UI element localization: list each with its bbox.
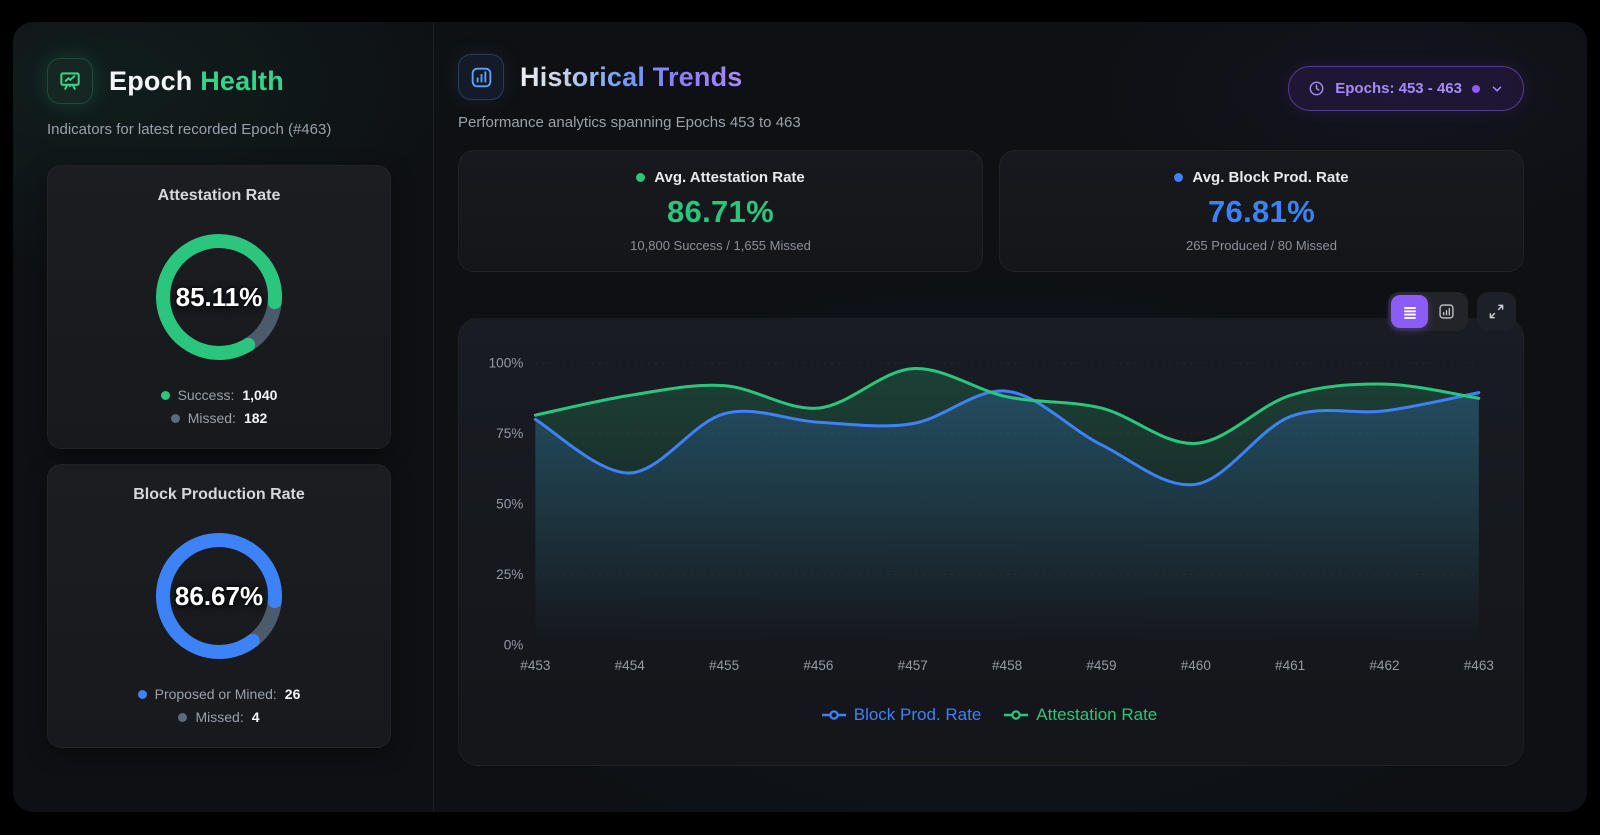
svg-text:#454: #454 <box>615 658 646 673</box>
legend-line-marker-icon <box>821 710 846 720</box>
missed-label: Missed: <box>187 410 236 426</box>
epoch-range-label: Epochs: 453 - 463 <box>1335 80 1462 97</box>
main-title: Historical Trends <box>520 61 743 92</box>
attestation-missed-row: Missed: 182 <box>170 410 268 426</box>
svg-text:25%: 25% <box>496 567 523 582</box>
trend-chart-panel: 100% 75% 50% 25% 0% #453 #454 #455 #456 #457 #458 #… <box>458 318 1524 766</box>
chart-legend: Block Prod. Rate Attestation Rate <box>471 705 1507 725</box>
block-missed-row: Missed: 4 <box>178 709 260 725</box>
chevron-down-icon <box>1492 85 1502 92</box>
block-proposed-row: Proposed or Mined: 26 <box>137 686 301 702</box>
fullscreen-button[interactable] <box>1477 292 1516 331</box>
svg-text:100%: 100% <box>489 356 524 371</box>
missed-value: 4 <box>251 709 260 725</box>
missed-dot <box>178 712 188 722</box>
line-view-button[interactable] <box>1391 295 1428 328</box>
expand-icon <box>1489 304 1504 319</box>
avg-attestation-label-row: Avg. Attestation Rate <box>636 169 805 186</box>
attestation-donut-value: 85.11% <box>175 281 263 312</box>
series-line-block-prod-rate <box>533 389 1481 487</box>
avg-block-value: 76.81% <box>1208 194 1315 229</box>
svg-text:#463: #463 <box>1464 658 1494 673</box>
attestation-card-title: Attestation Rate <box>157 187 281 204</box>
block-donut: 86.67% <box>144 521 294 671</box>
proposed-value: 26 <box>284 686 301 702</box>
avg-block-prod-rate-card: Avg. Block Prod. Rate 76.81% 265 Produce… <box>999 150 1524 272</box>
missed-dot <box>170 413 180 423</box>
blue-dot <box>1174 173 1184 182</box>
avg-attestation-label: Avg. Attestation Rate <box>654 169 805 186</box>
success-dot <box>160 390 170 400</box>
legend-item-attestation-rate[interactable]: Attestation Rate <box>1003 705 1157 725</box>
avg-block-label: Avg. Block Prod. Rate <box>1192 169 1349 186</box>
block-donut-value: 86.67% <box>174 580 264 611</box>
legend-item-block-prod-rate[interactable]: Block Prod. Rate <box>821 705 982 725</box>
attestation-success-row: Success: 1,040 <box>160 387 278 403</box>
legend-line-marker-icon <box>1004 710 1029 720</box>
historical-trends-panel: Historical Trends Performance analytics … <box>434 22 1587 812</box>
legend-label: Block Prod. Rate <box>853 705 982 724</box>
epoch-range-selector[interactable]: Epochs: 453 - 463 <box>1288 66 1524 111</box>
svg-text:50%: 50% <box>496 497 523 512</box>
clock-icon <box>1309 81 1324 96</box>
main-subtitle: Performance analytics spanning Epochs 45… <box>458 114 801 131</box>
svg-text:#458: #458 <box>992 658 1022 673</box>
page-title: Epoch Health <box>109 66 284 97</box>
status-dot <box>1472 84 1480 93</box>
svg-text:0%: 0% <box>504 638 524 653</box>
avg-block-detail: 265 Produced / 80 Missed <box>1185 238 1338 253</box>
avg-attestation-value: 86.71% <box>667 194 774 229</box>
svg-text:75%: 75% <box>496 426 523 441</box>
svg-text:#461: #461 <box>1275 658 1305 673</box>
svg-text:#455: #455 <box>709 658 739 673</box>
svg-text:#457: #457 <box>898 658 928 673</box>
svg-text:#453: #453 <box>520 658 550 673</box>
attestation-rate-card: Attestation Rate 85.11% Success: 1,040 M… <box>47 165 391 449</box>
proposed-label: Proposed or Mined: <box>154 686 277 702</box>
svg-text:#460: #460 <box>1181 658 1211 673</box>
attestation-donut: 85.11% <box>144 222 294 372</box>
avg-attestation-detail: 10,800 Success / 1,655 Missed <box>630 238 811 253</box>
dashboard-card: Epoch Health Indicators for latest recor… <box>13 22 1587 812</box>
presentation-chart-icon <box>47 58 93 104</box>
svg-text:#459: #459 <box>1086 658 1116 673</box>
series-line-attestation-rate <box>533 367 1481 445</box>
legend-label: Attestation Rate <box>1036 705 1158 724</box>
block-donut-chart <box>156 533 282 659</box>
svg-text:#456: #456 <box>803 658 833 673</box>
chart-view-toggle <box>1388 292 1468 331</box>
block-card-title: Block Production Rate <box>133 486 305 503</box>
proposed-dot <box>137 689 147 699</box>
block-production-rate-card: Block Production Rate 86.67% Proposed or… <box>47 464 391 748</box>
title-epoch: Epoch <box>109 65 193 96</box>
attestation-donut-chart <box>156 234 282 360</box>
epoch-health-panel: Epoch Health Indicators for latest recor… <box>13 22 434 812</box>
mini-bar-chart-icon <box>1439 304 1454 319</box>
missed-value: 182 <box>243 410 268 426</box>
avg-attestation-rate-card: Avg. Attestation Rate 86.71% 10,800 Succ… <box>458 150 983 272</box>
success-label: Success: <box>177 387 235 403</box>
svg-text:#462: #462 <box>1369 658 1399 673</box>
sidebar-subtitle: Indicators for latest recorded Epoch (#4… <box>47 121 332 138</box>
title-health: Health <box>200 65 284 96</box>
bar-chart-icon <box>458 54 504 100</box>
avg-block-label-row: Avg. Block Prod. Rate <box>1174 169 1349 186</box>
trend-line-chart[interactable]: 100% 75% 50% 25% 0% #453 #454 #455 #456 #457 #458 #… <box>471 337 1507 689</box>
success-value: 1,040 <box>242 387 278 403</box>
green-dot <box>636 173 646 182</box>
bar-view-button[interactable] <box>1428 295 1465 328</box>
epoch-health-header: Epoch Health <box>47 58 405 104</box>
list-icon <box>1403 306 1416 319</box>
missed-label: Missed: <box>195 709 244 725</box>
